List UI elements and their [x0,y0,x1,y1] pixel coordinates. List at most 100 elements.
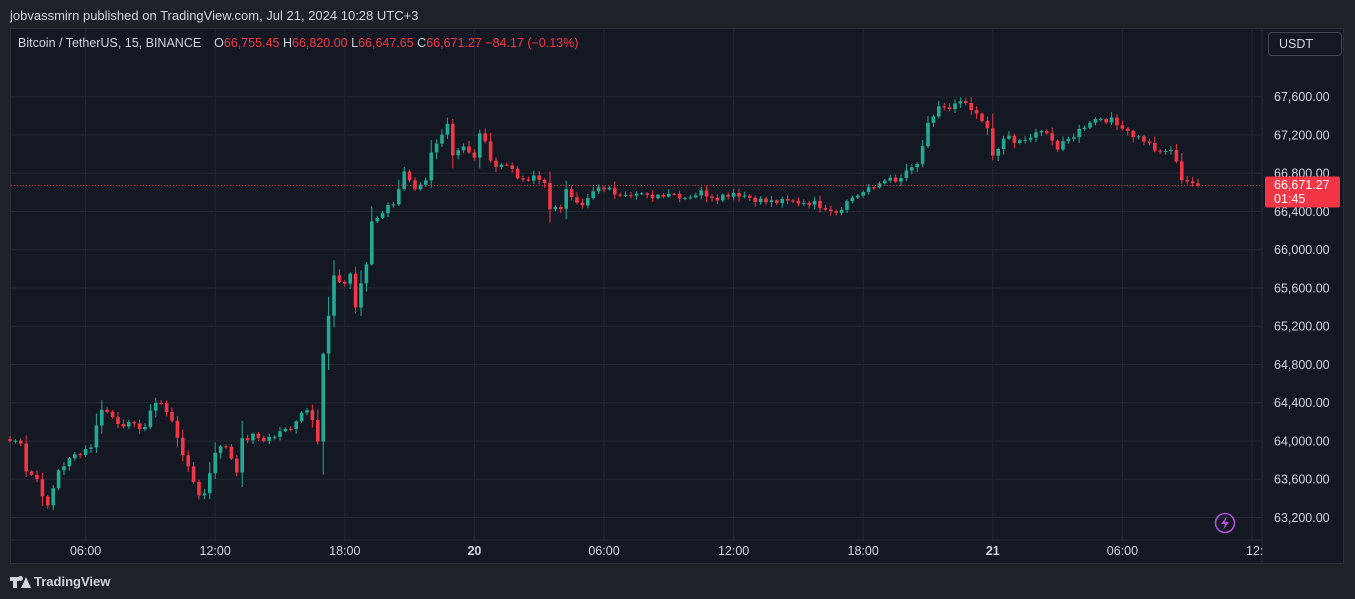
candle-body[interactable] [456,150,460,156]
candle-body[interactable] [721,194,725,201]
candle-body[interactable] [893,177,898,182]
candle-body[interactable] [461,146,466,151]
candle-body[interactable] [278,431,282,437]
candle-body[interactable] [964,101,968,104]
candle-body[interactable] [467,146,471,153]
candle-body[interactable] [224,446,228,448]
candle-body[interactable] [1190,181,1195,184]
candle-body[interactable] [429,152,433,181]
candle-body[interactable] [24,443,28,472]
candle-body[interactable] [62,466,66,471]
candle-body[interactable] [1196,183,1200,186]
candle-body[interactable] [29,471,34,475]
candle-body[interactable] [73,454,77,459]
candle-body[interactable] [607,187,612,190]
candle-body[interactable] [904,170,909,179]
candle-body[interactable] [305,410,309,413]
candle-body[interactable] [488,141,493,161]
candle-body[interactable] [1147,141,1152,143]
candle-body[interactable] [931,116,936,123]
candle-body[interactable] [197,481,201,496]
candle-body[interactable] [19,440,23,444]
candle-body[interactable] [294,421,298,430]
candle-body[interactable] [451,123,455,156]
candle-body[interactable] [640,193,644,195]
candle-body[interactable] [542,179,547,183]
candle-body[interactable] [343,281,347,284]
candle-body[interactable] [915,163,919,168]
candle-body[interactable] [1136,136,1141,138]
candle-body[interactable] [510,165,514,169]
candle-body[interactable] [764,198,768,203]
candle-body[interactable] [170,411,174,421]
candle-body[interactable] [564,189,568,209]
candle-body[interactable] [483,133,487,142]
candle-body[interactable] [634,193,639,196]
candle-body[interactable] [991,128,995,156]
candle-body[interactable] [56,470,61,489]
candle-body[interactable] [591,191,595,199]
candle-body[interactable] [35,474,39,480]
candle-body[interactable] [164,403,169,412]
candle-body[interactable] [748,195,752,198]
candle-body[interactable] [326,315,331,354]
candle-body[interactable] [899,178,903,182]
candle-body[interactable] [780,199,784,203]
candle-body[interactable] [715,197,720,201]
candle-body[interactable] [332,275,336,316]
candle-body[interactable] [375,217,379,222]
candle-body[interactable] [575,197,579,203]
candle-body[interactable] [380,213,385,218]
candle-body[interactable] [494,160,498,167]
candle-body[interactable] [472,152,477,158]
candle-body[interactable] [785,199,790,201]
candle-body[interactable] [175,420,180,438]
candle-body[interactable] [602,187,606,190]
candle-body[interactable] [110,411,115,418]
candle-body[interactable] [1039,131,1044,133]
candle-body[interactable] [580,202,585,206]
candle-body[interactable] [1034,132,1038,138]
candle-body[interactable] [191,466,196,482]
candle-body[interactable] [46,496,50,506]
candle-body[interactable] [353,273,358,308]
candle-body[interactable] [656,194,660,199]
candle-body[interactable] [807,202,811,205]
candle-body[interactable] [1115,117,1119,126]
candle-body[interactable] [213,452,217,474]
candle-body[interactable] [856,195,860,198]
candle-body[interactable] [823,207,828,210]
candle-body[interactable] [742,195,747,197]
candle-body[interactable] [505,164,509,166]
candle-body[interactable] [677,194,682,199]
candle-body[interactable] [710,196,714,198]
candle-body[interactable] [866,187,871,193]
candle-body[interactable] [910,167,914,171]
candle-body[interactable] [667,193,671,197]
candle-body[interactable] [650,194,655,199]
candle-body[interactable] [834,211,838,213]
candle-body[interactable] [888,177,892,181]
candle-body[interactable] [526,179,531,181]
candle-body[interactable] [1018,140,1022,143]
candle-body[interactable] [240,438,244,473]
candle-body[interactable] [694,195,698,198]
candle-body[interactable] [83,448,88,455]
candle-body[interactable] [791,200,795,202]
candle-body[interactable] [1093,119,1098,123]
candle-body[interactable] [623,195,628,197]
candle-body[interactable] [1082,127,1087,130]
candle-body[interactable] [1066,138,1071,142]
candle-body[interactable] [1055,140,1060,150]
candle-body[interactable] [812,200,817,205]
candle-body[interactable] [861,192,865,196]
candle-body[interactable] [445,123,450,135]
candle-body[interactable] [154,402,158,411]
candle-body[interactable] [1142,136,1146,142]
symbol-title[interactable]: Bitcoin / TetherUS, 15, BINANCE [18,36,202,50]
candle-body[interactable] [521,178,525,180]
candle-body[interactable] [596,187,601,192]
candle-body[interactable] [181,437,185,456]
candle-body[interactable] [316,420,320,442]
candle-body[interactable] [413,180,417,190]
